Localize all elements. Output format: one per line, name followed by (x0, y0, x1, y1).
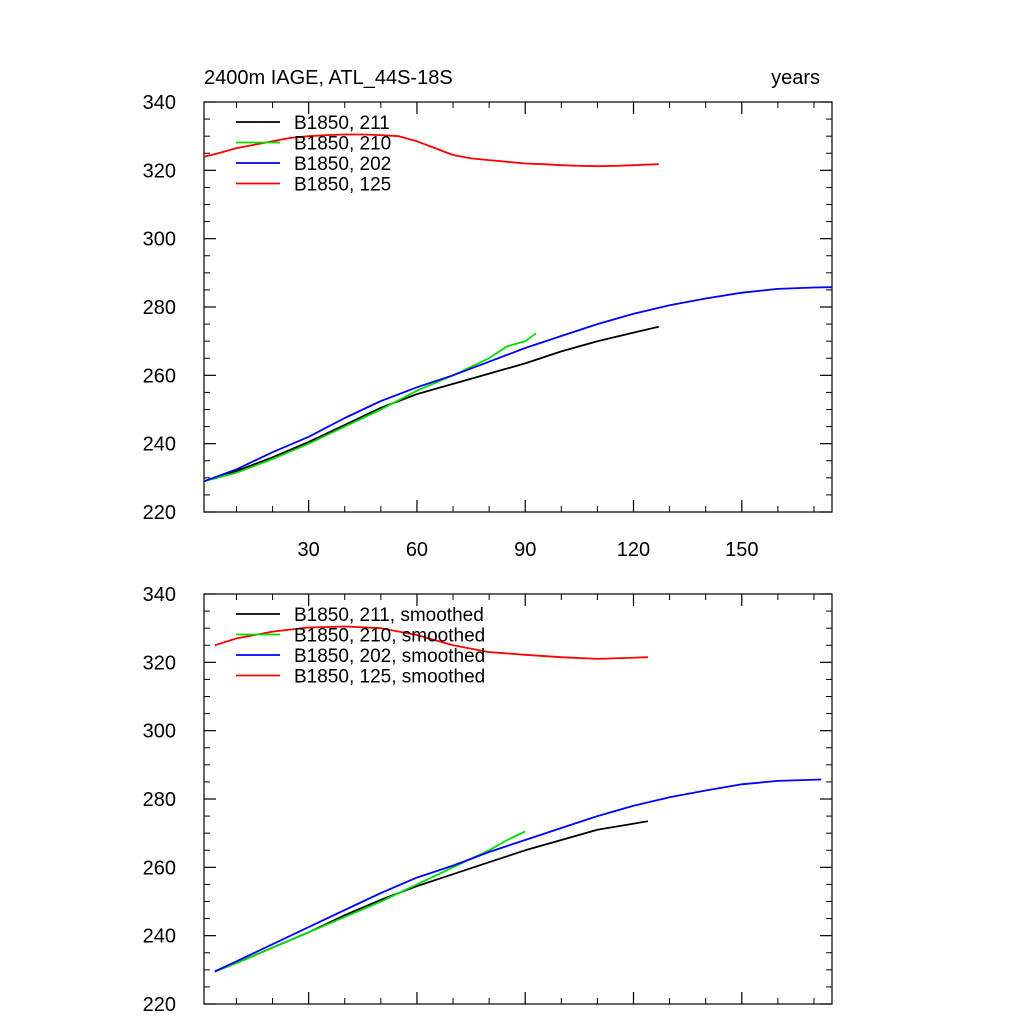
y-tick-label: 320 (143, 160, 176, 182)
x-tick-label: 60 (406, 539, 428, 561)
legend-label: B1850, 202 (294, 154, 391, 175)
series-line (203, 325, 660, 483)
y-tick-label: 340 (143, 584, 176, 606)
y-tick-label: 300 (143, 721, 176, 743)
legend-label: B1850, 210, smoothed (294, 626, 485, 647)
x-tick-label: 90 (514, 539, 536, 561)
bottom-panel: 220 240 260 280 300 320 340 B1850, 211, smoothe… (143, 584, 833, 1016)
y-tick-label: 260 (143, 365, 176, 387)
y-tick-label: 280 (143, 789, 176, 811)
x-tick-label: 150 (725, 539, 758, 561)
y-tick-label: 260 (143, 857, 176, 879)
y-tick-label: 320 (143, 652, 176, 674)
series-line (214, 820, 649, 973)
series-line (203, 332, 537, 483)
y-tick-label: 240 (143, 434, 176, 456)
series-line (203, 286, 833, 483)
chart-right-title: years (771, 67, 820, 89)
chart-title: 2400m IAGE, ATL_44S-18S (204, 67, 453, 89)
y-tick-label: 340 (143, 92, 176, 114)
legend-label: B1850, 125 (294, 175, 391, 196)
y-tick-label: 300 (143, 229, 176, 251)
legend-label: B1850, 125, smoothed (294, 667, 485, 688)
series-line (214, 625, 648, 660)
y-tick-label: 280 (143, 297, 176, 319)
y-tick-label: 240 (143, 926, 176, 948)
legend-label: B1850, 202, smoothed (294, 646, 485, 667)
x-tick-label: 120 (617, 539, 650, 561)
series-line (214, 778, 822, 973)
series-line (203, 133, 659, 168)
legend-label: B1850, 211 (294, 113, 390, 134)
top-panel: 220 240 260 280 300 320 340 30 60 90 120 150 2400m I… (143, 67, 833, 561)
series-line (214, 830, 526, 973)
legend-label: B1850, 211, smoothed (294, 605, 484, 626)
legend-label: B1850, 210 (294, 134, 391, 155)
x-tick-label: 30 (298, 539, 320, 561)
y-tick-label: 220 (143, 994, 176, 1016)
y-tick-label: 220 (143, 502, 176, 524)
